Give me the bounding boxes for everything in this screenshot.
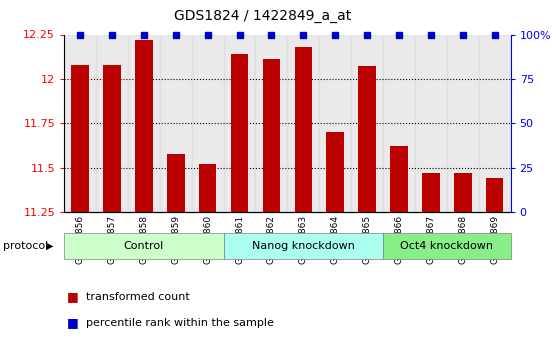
Bar: [96, 34, 128, 212]
Bar: [192, 34, 224, 212]
Text: ■: ■: [67, 316, 79, 329]
Bar: [326, 132, 344, 212]
Bar: [64, 34, 96, 212]
Bar: [160, 34, 192, 212]
Bar: [422, 173, 440, 212]
Bar: [486, 178, 503, 212]
Bar: [167, 154, 185, 212]
Bar: [128, 34, 160, 212]
Bar: [103, 65, 121, 212]
Text: Oct4 knockdown: Oct4 knockdown: [400, 241, 493, 251]
Bar: [390, 146, 408, 212]
Bar: [351, 34, 383, 212]
Bar: [415, 34, 447, 212]
Text: GDS1824 / 1422849_a_at: GDS1824 / 1422849_a_at: [174, 9, 351, 23]
Bar: [447, 34, 479, 212]
Bar: [135, 40, 153, 212]
Bar: [287, 34, 319, 212]
Bar: [71, 65, 89, 212]
Bar: [263, 59, 280, 212]
Text: percentile rank within the sample: percentile rank within the sample: [86, 318, 275, 327]
Bar: [383, 34, 415, 212]
Bar: [256, 34, 287, 212]
Bar: [231, 54, 248, 212]
Text: Control: Control: [124, 241, 164, 251]
Text: ■: ■: [67, 290, 79, 303]
Text: transformed count: transformed count: [86, 292, 190, 302]
Bar: [454, 173, 472, 212]
Bar: [479, 34, 511, 212]
Bar: [224, 34, 256, 212]
Bar: [319, 34, 351, 212]
Bar: [295, 47, 312, 212]
Text: Nanog knockdown: Nanog knockdown: [252, 241, 355, 251]
Text: protocol: protocol: [3, 241, 48, 251]
Bar: [199, 164, 217, 212]
Text: ▶: ▶: [46, 241, 53, 251]
Bar: [358, 67, 376, 212]
